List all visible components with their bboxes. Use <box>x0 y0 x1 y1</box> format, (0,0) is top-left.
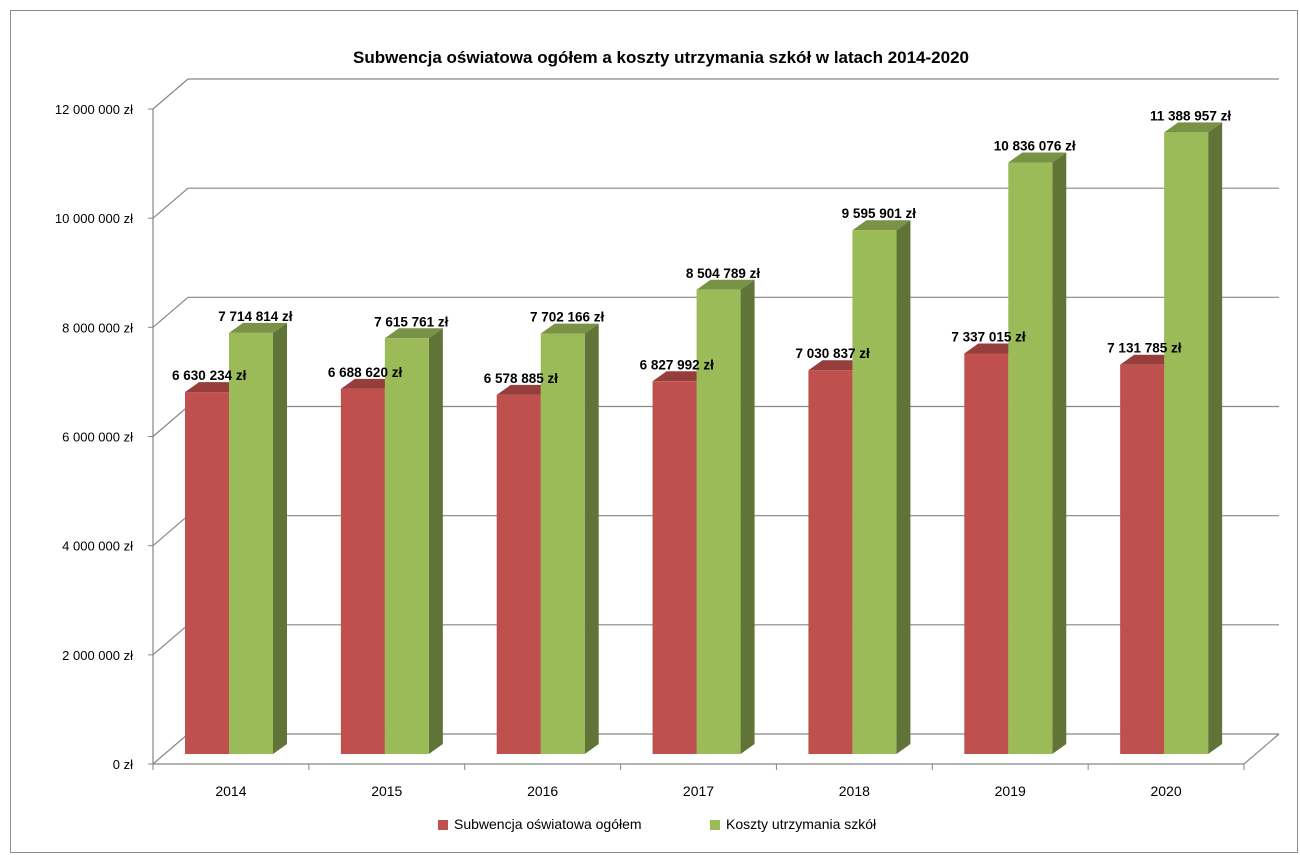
data-label: 6 827 992 zł <box>640 357 715 372</box>
bar-koszty <box>540 323 599 754</box>
bar-koszty <box>1008 152 1067 754</box>
bar-front <box>808 370 853 754</box>
bar-koszty <box>384 328 443 754</box>
data-label: 7 714 814 zł <box>218 309 293 324</box>
data-labels: 6 630 234 zł 7 714 814 zł 6 688 620 zł 7 61… <box>172 108 1231 386</box>
y-tick-label: 2 000 000 zł <box>62 648 133 663</box>
bar-front <box>540 333 585 754</box>
bar-front <box>185 392 229 754</box>
gridline-side <box>152 406 189 437</box>
bar-front <box>229 332 273 754</box>
bar-front <box>696 289 741 754</box>
gridline-side <box>152 624 189 656</box>
bar-top <box>1120 354 1179 365</box>
bar-side <box>428 328 443 754</box>
bar-koszty <box>1164 122 1223 754</box>
chart-title: Subwencja oświatowa ogółem a koszty utrz… <box>353 48 969 67</box>
x-tick-label: 2018 <box>839 783 870 799</box>
gridline-side <box>152 515 189 547</box>
bar-top <box>1008 152 1067 163</box>
legend-swatch <box>710 820 720 830</box>
bar-side <box>896 220 911 754</box>
data-label: 9 595 901 zł <box>842 206 917 221</box>
bar-front <box>496 394 541 754</box>
data-label: 7 131 785 zł <box>1107 341 1182 356</box>
y-tick-label: 12 000 000 zł <box>55 102 133 117</box>
bar-top <box>540 323 599 334</box>
chart-svg: Subwencja oświatowa ogółem a koszty utrz… <box>55 48 1280 832</box>
bar-front <box>852 230 897 754</box>
bar-side <box>740 279 755 754</box>
bar-front <box>1008 162 1053 754</box>
gridline-side <box>152 296 189 328</box>
data-label: 10 836 076 zł <box>994 139 1076 154</box>
bar-top <box>964 343 1023 354</box>
bar-front <box>1164 132 1209 754</box>
bars <box>185 122 1223 754</box>
bar-front <box>384 338 429 754</box>
x-tick-label: 2015 <box>371 783 402 799</box>
data-label: 6 578 885 zł <box>484 371 559 386</box>
x-tick-label: 2014 <box>215 783 246 799</box>
y-tick-label: 10 000 000 zł <box>55 211 133 226</box>
legend-label: Koszty utrzymania szkół <box>726 816 877 832</box>
bar-top <box>340 378 399 389</box>
chart-frame: Subwencja oświatowa ogółem a koszty utrz… <box>10 10 1298 853</box>
bar-side <box>1052 152 1067 754</box>
x-tick-label: 2020 <box>1150 783 1181 799</box>
gridline-side <box>152 187 189 219</box>
data-label: 6 630 234 zł <box>172 368 247 383</box>
bar-top <box>852 220 911 231</box>
y-tick-label: 8 000 000 zł <box>62 320 133 335</box>
bar-koszty <box>696 279 755 754</box>
bar-side <box>273 322 287 754</box>
bar-top <box>384 328 443 339</box>
bar-top <box>696 279 755 290</box>
gridline-side <box>152 733 189 765</box>
bar-side <box>1208 122 1223 754</box>
gridline-side <box>152 78 189 110</box>
bar-top <box>185 382 243 393</box>
floor-edge <box>1243 733 1280 765</box>
bar-top <box>1164 122 1223 133</box>
data-label: 6 688 620 zł <box>328 365 403 380</box>
bar-top <box>229 322 287 333</box>
bar-front <box>652 381 697 754</box>
data-label: 7 615 761 zł <box>374 314 449 329</box>
y-tick-label: 0 zł <box>113 757 133 772</box>
legend-swatch <box>438 820 448 830</box>
bar-top <box>652 371 711 382</box>
bar-front <box>340 388 385 754</box>
bar-koszty <box>852 220 911 754</box>
data-label: 7 337 015 zł <box>951 330 1026 345</box>
data-label: 11 388 957 zł <box>1150 108 1231 123</box>
data-label: 8 504 789 zł <box>686 266 761 281</box>
bar-front <box>1120 364 1165 754</box>
axes: 0 zł 2 000 000 zł 4 000 000 zł 6 000 000 zł… <box>55 102 1280 799</box>
x-tick-label: 2016 <box>527 783 558 799</box>
bar-top <box>808 360 867 371</box>
y-tick-label: 4 000 000 zł <box>62 539 133 554</box>
data-label: 7 030 837 zł <box>795 346 870 361</box>
x-tick-label: 2019 <box>995 783 1026 799</box>
x-tick-label: 2017 <box>683 783 714 799</box>
y-tick-label: 6 000 000 zł <box>62 430 133 445</box>
data-label: 7 702 166 zł <box>530 310 605 325</box>
legend-label: Subwencja oświatowa ogółem <box>454 816 642 832</box>
bar-front <box>964 353 1009 754</box>
bar-top <box>496 384 555 395</box>
bar-koszty <box>229 322 287 754</box>
bar-side <box>584 323 599 754</box>
legend: Subwencja oświatowa ogółem Koszty utrzyma… <box>438 816 877 832</box>
